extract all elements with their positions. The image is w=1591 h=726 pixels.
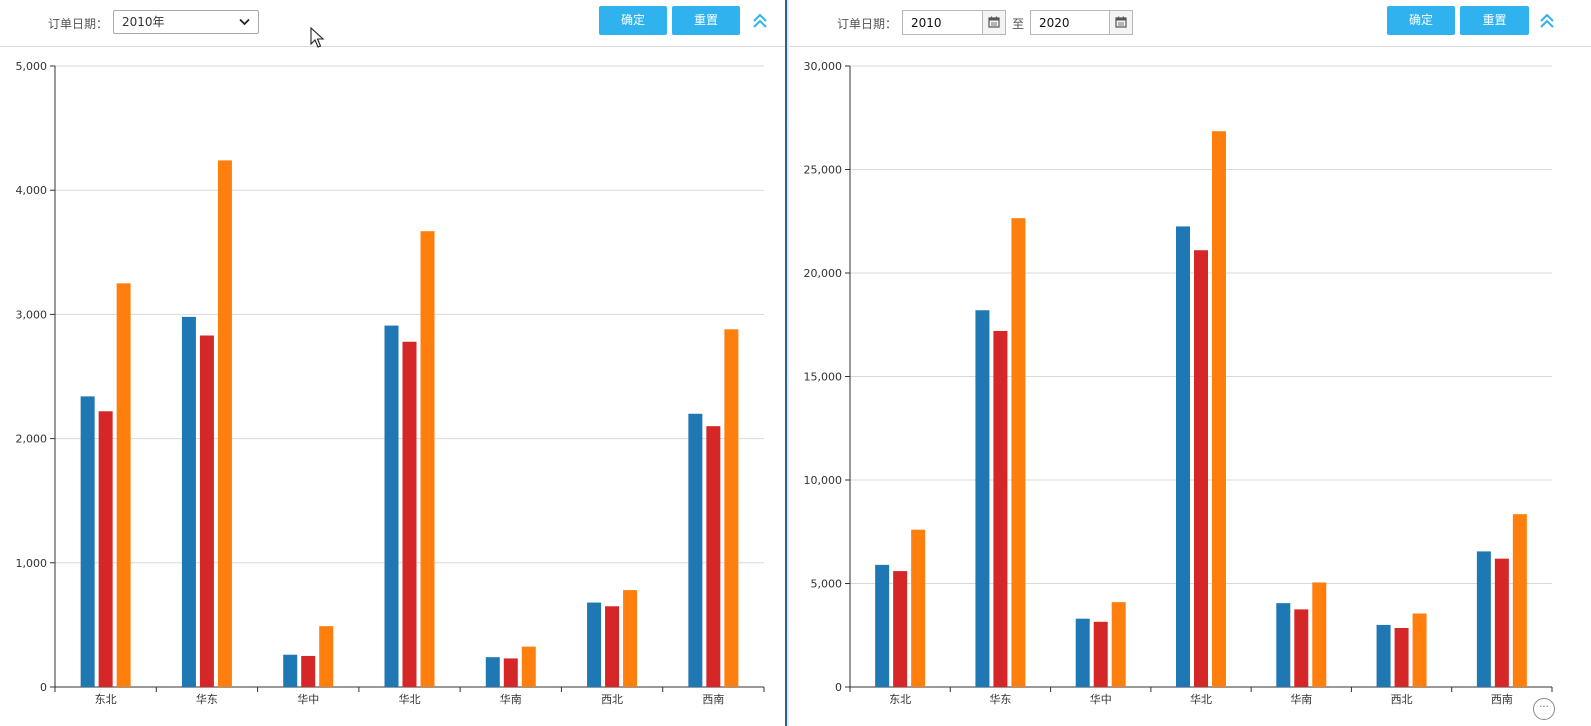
calendar-icon	[988, 16, 1000, 28]
y-tick-label: 20,000	[804, 267, 843, 280]
bar[interactable]	[1494, 558, 1509, 687]
y-tick-label: 5,000	[16, 60, 48, 73]
chevron-down-icon	[239, 18, 250, 26]
bar[interactable]	[911, 529, 926, 687]
bar[interactable]	[1512, 514, 1527, 687]
x-tick-label: 华中	[297, 692, 319, 706]
y-tick-label: 4,000	[16, 184, 48, 197]
bar[interactable]	[116, 283, 131, 687]
x-tick-label: 华东	[196, 692, 218, 706]
double-chevron-up-icon[interactable]	[752, 12, 768, 30]
bar[interactable]	[688, 413, 703, 687]
bar[interactable]	[1111, 602, 1126, 687]
year-select[interactable]: 2010年	[113, 10, 259, 34]
bar[interactable]	[1394, 628, 1409, 687]
bar[interactable]	[893, 571, 908, 687]
confirm-button[interactable]: 确定	[1387, 6, 1455, 35]
bar[interactable]	[1176, 226, 1190, 688]
more-icon[interactable]: ···	[1533, 698, 1555, 720]
bar[interactable]	[1276, 603, 1291, 687]
y-tick-label: 5,000	[811, 578, 843, 591]
x-tick-label: 西南	[1491, 693, 1513, 706]
bar[interactable]	[1412, 613, 1427, 687]
x-tick-label: 东北	[95, 693, 117, 706]
bar[interactable]	[623, 590, 638, 687]
bar[interactable]	[875, 564, 890, 687]
reset-button[interactable]: 重置	[1460, 6, 1529, 35]
mouse-cursor-icon	[310, 27, 325, 48]
right-panel: 订单日期： 2010 至 2020	[789, 0, 1591, 726]
x-tick-label: 华东	[989, 692, 1011, 706]
bar[interactable]	[199, 335, 214, 687]
x-tick-label: 华北	[399, 692, 421, 706]
start-date-field[interactable]: 2010	[902, 10, 1006, 35]
calendar-button[interactable]	[1109, 11, 1132, 34]
to-label: 至	[1012, 17, 1025, 31]
bar[interactable]	[402, 341, 417, 687]
calendar-button[interactable]	[982, 11, 1005, 34]
y-tick-label: 30,000	[804, 60, 843, 73]
bar[interactable]	[1376, 624, 1391, 687]
x-tick-label: 西北	[601, 693, 623, 706]
start-date-value: 2010	[911, 16, 942, 30]
confirm-button[interactable]: 确定	[599, 6, 667, 35]
bar[interactable]	[1212, 131, 1226, 687]
y-tick-label: 25,000	[804, 164, 843, 177]
x-tick-label: 西北	[1391, 693, 1413, 706]
bar[interactable]	[706, 426, 721, 687]
order-date-label: 订单日期：	[48, 17, 109, 31]
bar[interactable]	[605, 606, 620, 687]
order-date-label: 订单日期：	[837, 17, 898, 31]
bar[interactable]	[283, 654, 298, 687]
double-chevron-up-icon[interactable]	[1539, 12, 1555, 30]
bar[interactable]	[1093, 621, 1108, 687]
year-select-value: 2010年	[122, 15, 165, 29]
bar-chart-left: 0 1,000 2,000 3,000 4,000 5,000 东北 华东 华中 华北 华南 西北 西南	[16, 60, 765, 706]
filter-toolbar: 订单日期： 2010 至 2020	[789, 0, 1591, 47]
reset-button[interactable]: 重置	[672, 6, 740, 35]
x-tick-label: 华南	[500, 692, 522, 706]
bar[interactable]	[587, 602, 602, 687]
bar[interactable]	[1075, 618, 1090, 687]
x-tick-label: 东北	[889, 693, 911, 706]
bar[interactable]	[1011, 218, 1026, 687]
bar[interactable]	[384, 325, 399, 687]
left-panel: 订单日期： 2010年 确定 重置 0 1,000 2,000 3,000 4,000 5…	[0, 0, 785, 726]
bar[interactable]	[181, 316, 196, 687]
filter-toolbar: 订单日期： 2010年 确定 重置	[0, 0, 785, 47]
end-date-field[interactable]: 2020	[1030, 10, 1133, 35]
y-tick-label: 10,000	[804, 474, 843, 487]
bar[interactable]	[98, 411, 113, 687]
bar[interactable]	[724, 329, 739, 687]
x-tick-label: 华北	[1190, 692, 1212, 706]
y-tick-label: 0	[835, 681, 842, 694]
y-tick-label: 15,000	[804, 371, 843, 384]
bar[interactable]	[503, 658, 518, 687]
bar[interactable]	[993, 330, 1008, 687]
bar[interactable]	[521, 646, 536, 687]
panel-divider	[785, 0, 789, 726]
bar[interactable]	[80, 396, 95, 687]
bar[interactable]	[1312, 582, 1327, 687]
bar[interactable]	[975, 310, 990, 687]
end-date-value: 2020	[1039, 16, 1070, 30]
x-tick-label: 华南	[1290, 692, 1312, 706]
x-tick-label: 华中	[1090, 692, 1112, 706]
y-tick-label: 3,000	[16, 308, 48, 321]
bar[interactable]	[1476, 551, 1491, 687]
y-tick-label: 1,000	[16, 557, 48, 570]
bar[interactable]	[1194, 250, 1208, 688]
calendar-icon	[1115, 16, 1127, 28]
bar[interactable]	[420, 231, 435, 687]
x-tick-label: 西南	[702, 693, 724, 706]
bar[interactable]	[301, 655, 316, 687]
bar[interactable]	[319, 626, 334, 687]
y-tick-label: 0	[40, 681, 47, 694]
bar[interactable]	[217, 160, 232, 688]
y-tick-label: 2,000	[16, 433, 48, 446]
bar[interactable]	[1294, 609, 1309, 687]
bar-chart-right: 0 5,000 10,000 15,000 20,000 25,000 30,000 东北 华东…	[804, 60, 1553, 706]
bar[interactable]	[485, 657, 500, 687]
